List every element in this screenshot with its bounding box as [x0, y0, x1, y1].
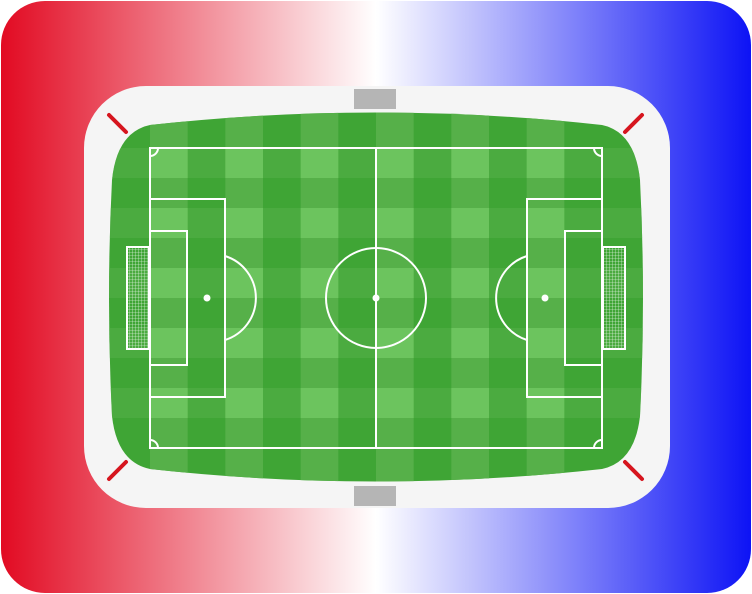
grass-cell-light [150, 388, 188, 418]
corner-flag-bottom-right [623, 460, 644, 481]
corner-arc-top-right [593, 147, 603, 157]
grass-cell-light [300, 148, 339, 178]
bottom-gate-icon [354, 486, 396, 506]
grass-cell-light [526, 208, 565, 238]
grass-cell-light [451, 268, 489, 298]
corner-flag-bottom-left [107, 460, 128, 481]
corner-marks [107, 113, 644, 481]
corner-flag-top-left [107, 113, 128, 134]
grass-cell-light [526, 328, 565, 358]
left-penalty-spot [203, 294, 211, 302]
grass-cell-light [376, 328, 414, 358]
grass-cell-light [451, 148, 489, 178]
center-spot [372, 294, 380, 302]
grass-cell-light [225, 388, 263, 418]
grass-cell-light [150, 268, 188, 298]
pitch-spots [203, 294, 549, 302]
left-penalty-arc [224, 255, 257, 341]
grass-cell-light [150, 208, 188, 238]
grass-cell-light [150, 328, 188, 358]
grass-cell-light [300, 388, 339, 418]
grass-cell-light [225, 208, 263, 238]
top-gate-icon [354, 89, 396, 109]
grass-cell-light [526, 148, 565, 178]
grass-cell-light [376, 388, 414, 418]
center-circle [325, 247, 427, 349]
grass-cell-light [526, 268, 565, 298]
grass-cell-light [376, 148, 414, 178]
corner-arc-bottom-left [149, 439, 159, 449]
right-penalty-arc [495, 255, 528, 341]
right-penalty-spot [541, 294, 549, 302]
grass-cell-light [376, 268, 414, 298]
grass-cell-light [451, 388, 489, 418]
grass-cell-light [225, 148, 263, 178]
corner-arc-bottom-right [593, 439, 603, 449]
corner-flag-top-right [623, 113, 644, 134]
right-goal-net-icon [602, 246, 626, 350]
grass-cell-light [225, 328, 263, 358]
grass-cell-light [451, 328, 489, 358]
grass-cell-light [225, 268, 263, 298]
corner-arc-top-left [149, 147, 159, 157]
grass-cell-light [376, 208, 414, 238]
grass-cell-light [451, 208, 489, 238]
grass-cell-light [300, 328, 339, 358]
grass-cell-light [300, 208, 339, 238]
grass-cell-light [526, 388, 565, 418]
left-goal-net-icon [126, 246, 150, 350]
